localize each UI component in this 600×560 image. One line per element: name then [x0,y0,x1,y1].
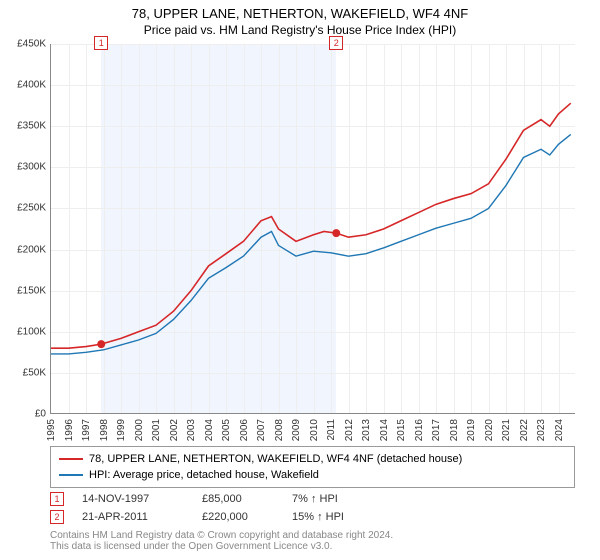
chart-subtitle: Price paid vs. HM Land Registry's House … [0,23,600,37]
legend: 78, UPPER LANE, NETHERTON, WAKEFIELD, WF… [50,446,575,488]
y-axis-label: £0 [6,409,46,420]
x-axis-label: 2019 [466,419,477,441]
x-axis-label: 2013 [361,419,372,441]
y-axis-label: £100K [6,326,46,337]
x-axis-label: 2001 [151,419,162,441]
transaction-table: 1 14-NOV-1997 £85,000 7% ↑ HPI 2 21-APR-… [50,490,382,526]
y-axis-label: £450K [6,39,46,50]
x-axis-label: 2018 [449,419,460,441]
series-line-price_paid [51,103,571,348]
legend-row: HPI: Average price, detached house, Wake… [59,467,566,483]
x-axis-label: 2022 [519,419,530,441]
x-axis-label: 2023 [536,419,547,441]
x-axis-label: 2000 [134,419,145,441]
x-axis-label: 2009 [291,419,302,441]
x-axis-label: 2014 [379,419,390,441]
marker-box: 1 [94,36,108,50]
x-axis-label: 2021 [501,419,512,441]
legend-swatch [59,474,83,476]
x-axis-label: 2020 [484,419,495,441]
footer-line: Contains HM Land Registry data © Crown c… [50,530,575,541]
x-axis-label: 1998 [99,419,110,441]
transaction-row: 1 14-NOV-1997 £85,000 7% ↑ HPI [50,490,382,508]
x-axis-label: 2006 [239,419,250,441]
tx-date: 21-APR-2011 [82,511,202,523]
legend-label: HPI: Average price, detached house, Wake… [89,469,319,481]
y-axis-label: £400K [6,80,46,91]
y-axis-label: £50K [6,367,46,378]
footer-line: This data is licensed under the Open Gov… [50,541,575,552]
x-axis-label: 2015 [396,419,407,441]
chart-svg [51,44,576,414]
x-axis-label: 2016 [414,419,425,441]
series-line-hpi [51,134,571,354]
data-point-marker [332,229,340,237]
y-axis-label: £350K [6,121,46,132]
marker-icon: 1 [50,492,64,506]
x-axis-label: 2002 [169,419,180,441]
x-axis-label: 2017 [431,419,442,441]
data-point-marker [97,340,105,348]
tx-price: £220,000 [202,511,292,523]
plot-area: £0£50K£100K£150K£200K£250K£300K£350K£400… [50,44,575,414]
y-axis-label: £200K [6,244,46,255]
chart-title-block: 78, UPPER LANE, NETHERTON, WAKEFIELD, WF… [0,0,600,41]
legend-label: 78, UPPER LANE, NETHERTON, WAKEFIELD, WF… [89,453,462,465]
tx-price: £85,000 [202,493,292,505]
legend-row: 78, UPPER LANE, NETHERTON, WAKEFIELD, WF… [59,451,566,467]
footer: Contains HM Land Registry data © Crown c… [50,530,575,552]
x-axis-label: 1999 [116,419,127,441]
x-axis-label: 2010 [309,419,320,441]
tx-delta: 15% ↑ HPI [292,511,382,523]
tx-date: 14-NOV-1997 [82,493,202,505]
x-axis-label: 2004 [204,419,215,441]
chart-title: 78, UPPER LANE, NETHERTON, WAKEFIELD, WF… [0,6,600,21]
y-axis-label: £300K [6,162,46,173]
chart-area: £0£50K£100K£150K£200K£250K£300K£350K£400… [50,44,575,414]
x-axis-label: 2007 [256,419,267,441]
x-axis-label: 1995 [46,419,57,441]
x-axis-label: 2024 [554,419,565,441]
tx-delta: 7% ↑ HPI [292,493,382,505]
transaction-row: 2 21-APR-2011 £220,000 15% ↑ HPI [50,508,382,526]
x-axis-label: 2012 [344,419,355,441]
y-axis-label: £150K [6,285,46,296]
x-axis-label: 2011 [326,419,337,441]
x-axis-label: 2003 [186,419,197,441]
x-axis-label: 1996 [64,419,75,441]
marker-icon: 2 [50,510,64,524]
x-axis-label: 2008 [274,419,285,441]
legend-swatch [59,458,83,460]
x-axis-label: 1997 [81,419,92,441]
y-axis-label: £250K [6,203,46,214]
marker-box: 2 [329,36,343,50]
x-axis-label: 2005 [221,419,232,441]
